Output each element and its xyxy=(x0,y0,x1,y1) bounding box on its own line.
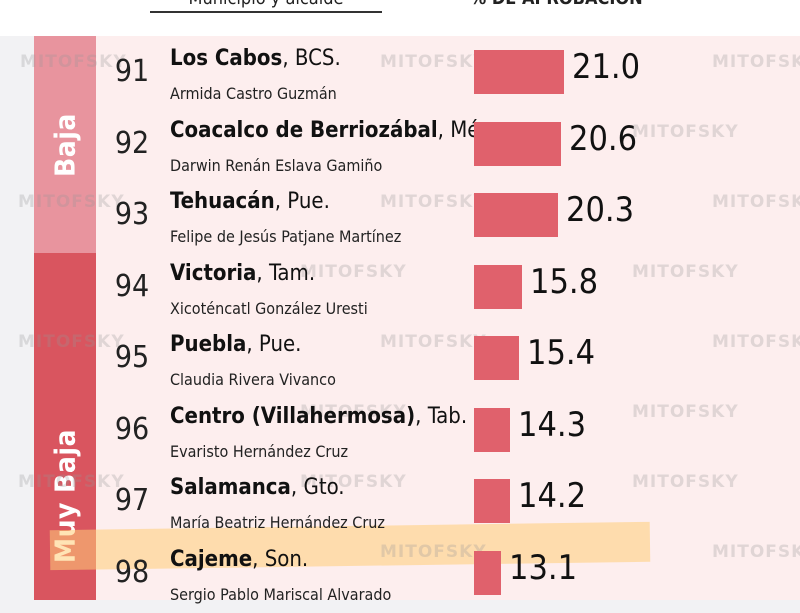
ranking-row: 94 Victoria, Tam. Xicoténcatl González Ure… xyxy=(0,255,800,327)
mayor-name: Claudia Rivera Vivanco xyxy=(170,370,336,389)
approval-bar xyxy=(474,407,510,452)
state-abbreviation: , Gto. xyxy=(290,475,345,500)
rank-number: 93 xyxy=(114,197,150,232)
state-abbreviation: , BCS. xyxy=(282,46,341,71)
municipality-label: Los Cabos, BCS. xyxy=(170,46,341,71)
rank-number: 91 xyxy=(114,54,150,89)
ranking-row: 92 Coacalco de Berriozábal, Méx. Darwin Re… xyxy=(0,112,800,184)
municipality-name: Tehuacán xyxy=(170,189,275,214)
state-abbreviation: , Pue. xyxy=(246,332,302,357)
approval-value-label: 15.8 xyxy=(530,261,599,302)
municipality-name: Puebla xyxy=(170,332,247,357)
rank-number: 98 xyxy=(114,554,150,590)
municipality-column-header: Municipio y alcalde xyxy=(150,0,382,13)
approval-bar xyxy=(474,550,501,595)
municipality-label: Coacalco de Berriozábal, Méx. xyxy=(170,118,497,143)
ranking-row: 97 Salamanca, Gto. María Beatriz Hernández… xyxy=(0,469,800,541)
mayor-name: Felipe de Jesús Patjane Martínez xyxy=(170,227,402,246)
mayor-name: Darwin Renán Eslava Gamiño xyxy=(170,155,383,175)
approval-bar xyxy=(474,336,519,380)
municipality-label: Salamanca, Gto. xyxy=(170,475,345,500)
municipality-name: Centro (Villahermosa) xyxy=(170,403,416,429)
approval-value-label: 14.3 xyxy=(518,404,587,445)
municipality-name: Salamanca xyxy=(170,475,291,500)
ranking-panel: Baja Muy Baja xyxy=(34,36,800,600)
rank-number: 92 xyxy=(114,125,150,161)
rank-number: 95 xyxy=(114,340,150,375)
municipality-label: Victoria, Tam. xyxy=(170,261,315,286)
state-abbreviation: , Tab. xyxy=(415,403,468,429)
municipality-label: Puebla, Pue. xyxy=(170,332,301,357)
ranking-row: 95 Puebla, Pue. Claudia Rivera Vivanco 15.4 xyxy=(0,326,800,398)
approval-value-label: 15.4 xyxy=(527,333,596,373)
rank-number: 97 xyxy=(114,483,150,518)
state-abbreviation: , Pue. xyxy=(274,189,330,214)
approval-value-label: 21.0 xyxy=(572,47,641,87)
ranking-row: 96 Centro (Villahermosa), Tab. Evaristo He… xyxy=(0,398,800,470)
approval-value-label: 20.3 xyxy=(566,190,635,230)
municipality-name: Los Cabos xyxy=(170,46,283,71)
ranking-row: 93 Tehuacán, Pue. Felipe de Jesús Patjane … xyxy=(0,183,800,255)
ranking-row: 91 Los Cabos, BCS. Armida Castro Guzmán 21.… xyxy=(0,40,800,112)
approval-bar xyxy=(474,121,561,166)
header-strip: Municipio y alcalde % DE APROBACIÓN xyxy=(0,0,800,36)
approval-value-label: 14.2 xyxy=(518,476,587,516)
municipality-label: Cajeme, Son. xyxy=(170,547,308,572)
rank-number: 96 xyxy=(114,411,150,447)
municipality-label: Tehuacán, Pue. xyxy=(170,189,330,214)
band-baja: Baja xyxy=(34,36,96,253)
mayor-name: Armida Castro Guzmán xyxy=(170,84,337,103)
approval-bar xyxy=(474,50,564,94)
approval-bar xyxy=(474,264,522,309)
mayor-name: Evaristo Hernández Cruz xyxy=(170,441,349,461)
state-abbreviation: , Tam. xyxy=(256,260,316,286)
approval-bar xyxy=(474,479,510,523)
municipality-name: Victoria xyxy=(170,260,257,286)
approval-bar xyxy=(474,193,558,237)
approval-column-header: % DE APROBACIÓN xyxy=(470,0,643,9)
rank-number: 94 xyxy=(114,268,150,304)
mayor-name: Xicoténcatl González Uresti xyxy=(170,298,368,318)
ranking-row: 98 Cajeme, Son. Sergio Pablo Mariscal Alva… xyxy=(0,541,800,613)
municipality-label: Centro (Villahermosa), Tab. xyxy=(170,404,467,429)
mayor-name: Sergio Pablo Mariscal Alvarado xyxy=(170,584,392,604)
state-abbreviation: , Son. xyxy=(252,546,309,572)
municipality-name: Coacalco de Berriozábal xyxy=(170,117,438,143)
municipality-name: Cajeme xyxy=(170,546,253,572)
mayor-name: María Beatriz Hernández Cruz xyxy=(170,513,385,532)
approval-value-label: 13.1 xyxy=(509,547,578,588)
approval-value-label: 20.6 xyxy=(569,118,638,159)
